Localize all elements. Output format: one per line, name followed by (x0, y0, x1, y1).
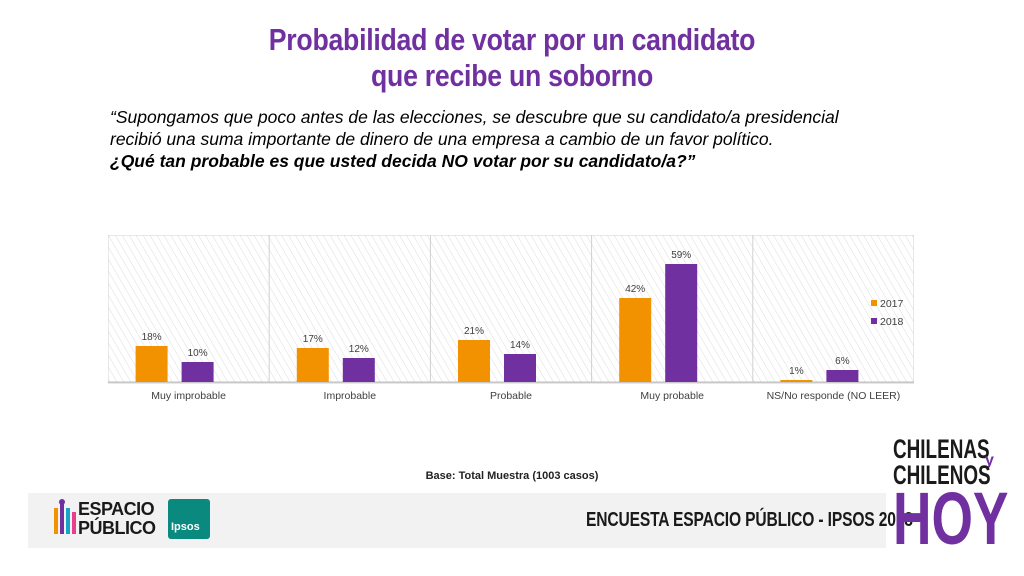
hoy-word: HOY (893, 477, 1009, 560)
bar-2017-1 (296, 348, 329, 382)
category-label: Improbable (324, 390, 377, 402)
data-label: 12% (349, 344, 369, 355)
legend-label-2017: 2017 (880, 298, 904, 310)
base-note: Base: Total Muestra (1003 casos) (425, 470, 599, 482)
espacio-publico-logo (54, 499, 76, 534)
data-label: 18% (142, 332, 162, 343)
data-label: 17% (303, 334, 323, 345)
data-label: 14% (510, 340, 530, 351)
category-label: NS/No responde (NO LEER) (767, 390, 901, 402)
legend-swatch-2017 (871, 300, 877, 306)
legend-label-2018: 2018 (880, 316, 904, 328)
bar-2017-3 (619, 298, 652, 382)
chilenas-word: CHILENAS (893, 434, 990, 464)
y-word: y (985, 452, 994, 469)
data-label: 10% (188, 348, 208, 359)
data-label: 1% (789, 366, 804, 377)
publico-word: PÚBLICO (78, 518, 156, 538)
espacio-publico-text: ESPACIO PÚBLICO (78, 500, 156, 538)
page-title: Probabilidad de votar por un candidato q… (72, 22, 953, 94)
title-line-2: que recibe un soborno (371, 58, 653, 93)
chilenos-word: CHILENOS (893, 460, 991, 490)
question-line-1: “Supongamos que poco antes de las elecci… (110, 107, 839, 127)
legend-swatch-2018 (871, 318, 877, 324)
ipsos-text: Ipsos (171, 521, 200, 533)
bar-2018-3 (665, 264, 698, 382)
survey-caption: ENCUESTA ESPACIO PÚBLICO - IPSOS 2018 (586, 509, 913, 531)
bar-2018-2 (504, 354, 536, 382)
bar-2017-0 (135, 346, 168, 382)
data-label: 6% (835, 356, 850, 367)
ipsos-logo (168, 499, 210, 539)
bar-chart: 18% 10% Muy improbable 17% 12% Improbable 21% 1… (108, 235, 914, 402)
bar-2017-4 (780, 380, 813, 382)
bar-2018-0 (181, 362, 214, 382)
bar-2018-1 (342, 358, 375, 382)
category-label: Probable (490, 390, 532, 402)
category-label: Muy probable (640, 390, 704, 402)
espacio-word: ESPACIO (78, 499, 155, 519)
title-line-1: Probabilidad de votar por un candidato (268, 22, 756, 57)
survey-question: “Supongamos que poco antes de las elecci… (110, 106, 940, 172)
bar-2017-2 (458, 340, 490, 382)
question-line-3: ¿Qué tan probable es que usted decida NO… (110, 151, 696, 171)
data-label: 21% (464, 326, 484, 337)
category-label: Muy improbable (151, 390, 226, 402)
data-label: 42% (625, 284, 645, 295)
bar-2018-4 (826, 370, 859, 382)
question-line-2: recibió una suma importante de dinero de… (110, 129, 774, 149)
data-label: 59% (671, 250, 691, 261)
